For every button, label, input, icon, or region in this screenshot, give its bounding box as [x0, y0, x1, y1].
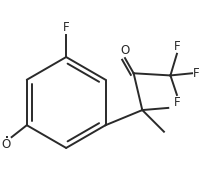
Text: F: F: [174, 40, 180, 53]
Text: F: F: [63, 21, 70, 34]
Text: O: O: [120, 44, 130, 57]
Text: O: O: [1, 138, 10, 151]
Text: F: F: [174, 96, 180, 109]
Text: F: F: [193, 67, 200, 80]
